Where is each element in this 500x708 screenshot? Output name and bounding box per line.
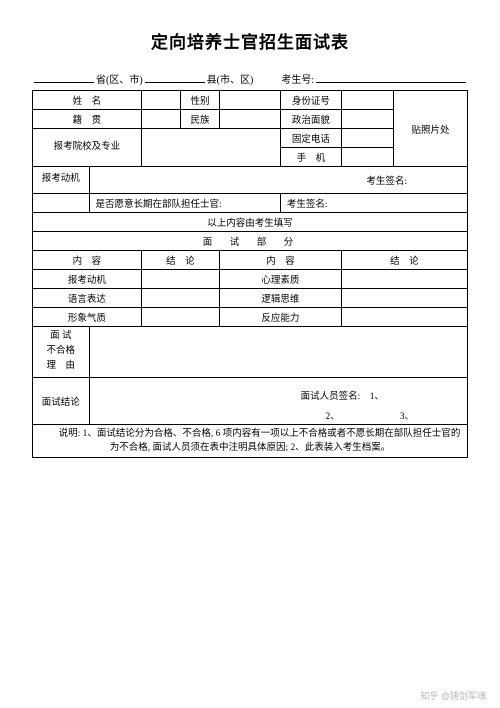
watermark: 知乎 @铸剑军魂: [420, 689, 486, 702]
county-label: 县(市、区): [207, 71, 254, 86]
motive-field[interactable]: 考生签名:: [89, 167, 467, 194]
row-react-val[interactable]: [341, 308, 467, 327]
politics-label: 政治面貌: [280, 110, 341, 129]
school-label: 报考院校及专业: [33, 129, 142, 167]
school-field[interactable]: [141, 129, 280, 167]
ethnic-label: 民族: [180, 110, 219, 129]
gender-field[interactable]: [220, 91, 281, 110]
politics-field[interactable]: [341, 110, 393, 129]
examno-label: 考生号:: [281, 71, 314, 86]
row-logic: 逻辑思维: [220, 289, 342, 308]
row-lang-val[interactable]: [141, 289, 219, 308]
row-lang: 语言表达: [33, 289, 142, 308]
content-hdr-2: 内 容: [220, 251, 342, 270]
row-react: 反应能力: [220, 308, 342, 327]
row-motive-val[interactable]: [141, 270, 219, 289]
row-psych: 心理素质: [220, 270, 342, 289]
failreason-field[interactable]: [89, 327, 467, 378]
finalconc-label: 面试结论: [33, 377, 90, 424]
name-field[interactable]: [141, 91, 180, 110]
origin-label: 籍 贯: [33, 110, 142, 129]
fixphone-field[interactable]: [341, 129, 393, 148]
row-appear-val[interactable]: [141, 308, 219, 327]
note-text: 说明: 1、面试结论分为合格、不合格, 6 项内容有一项以上不合格或者不愿长期在…: [33, 424, 468, 458]
origin-field[interactable]: [141, 110, 180, 129]
mobile-label: 手 机: [280, 148, 341, 167]
fixphone-label: 固定电话: [280, 129, 341, 148]
form-table: 姓 名 性别 身份证号 贴照片处 籍 贯 民族 政治面貌 报考院校及专业 固定电…: [32, 90, 468, 458]
ethnic-field[interactable]: [220, 110, 281, 129]
header-line: 省(区、市) 县(市、区) 考生号:: [32, 71, 468, 86]
row-logic-val[interactable]: [341, 289, 467, 308]
longterm-label: 是否愿意长期在部队担任士官:: [89, 194, 280, 213]
mobile-field[interactable]: [341, 148, 393, 167]
sig2-label: 考生签名:: [280, 194, 467, 213]
sig1-label: 考生签名:: [366, 177, 407, 187]
motive-spacer: [33, 194, 90, 213]
motive-label: 报考动机: [33, 167, 90, 194]
intsig3-label: 3、: [400, 412, 414, 422]
idno-label: 身份证号: [280, 91, 341, 110]
finalconc-field[interactable]: 面试人员签名: 1、 2、 3、: [89, 377, 467, 424]
failreason-label: 面 试 不合格 理 由: [33, 327, 90, 378]
fillnote-label: 以上内容由考生填写: [33, 213, 468, 232]
conclude-hdr-2: 结 论: [341, 251, 467, 270]
prov-label: 省(区、市): [96, 71, 143, 86]
idno-field[interactable]: [341, 91, 393, 110]
conclude-hdr-1: 结 论: [141, 251, 219, 270]
page-title: 定向培养士官招生面试表: [32, 28, 468, 53]
row-motive: 报考动机: [33, 270, 142, 289]
row-appear: 形象气质: [33, 308, 142, 327]
photo-area: 贴照片处: [393, 91, 467, 167]
intsig2-label: 2、: [325, 412, 339, 422]
section-header: 面 试 部 分: [33, 232, 468, 251]
content-hdr-1: 内 容: [33, 251, 142, 270]
intsig-label: 面试人员签名: 1、: [301, 392, 384, 402]
name-label: 姓 名: [33, 91, 142, 110]
row-psych-val[interactable]: [341, 270, 467, 289]
gender-label: 性别: [180, 91, 219, 110]
